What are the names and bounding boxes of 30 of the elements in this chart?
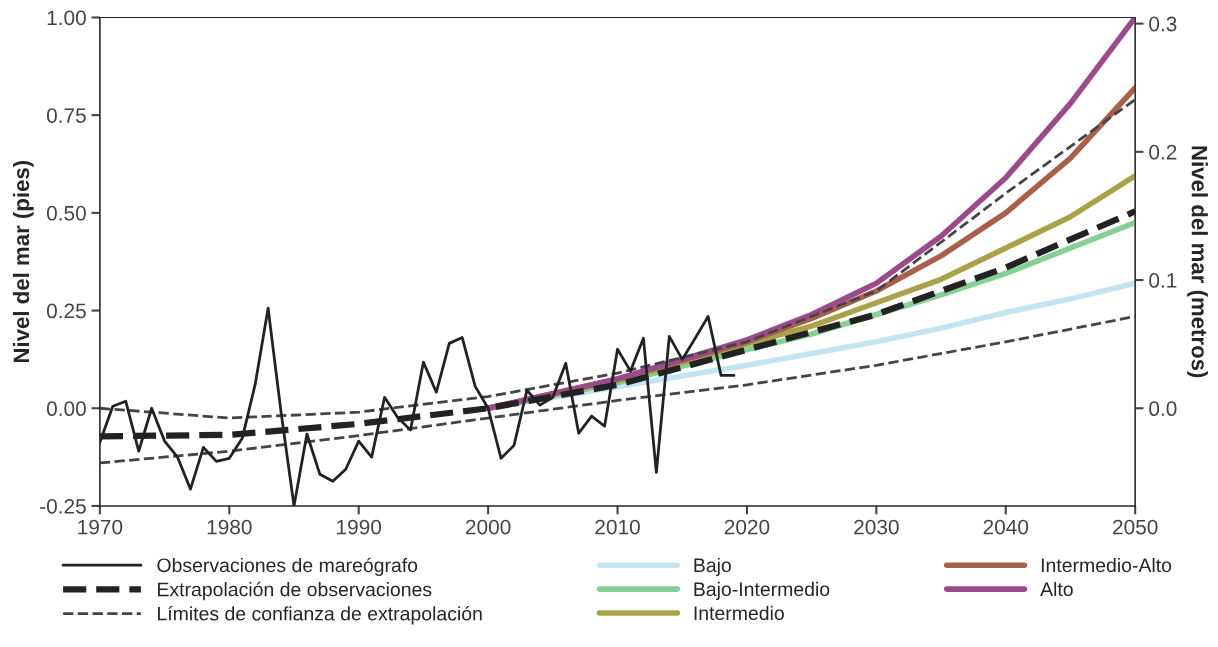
legend-label: Bajo-Intermedio [694, 581, 830, 600]
x-tick-label: 1980 [207, 519, 252, 535]
y-tick-label: 1.00 [47, 10, 86, 26]
y2-tick-label: 0.3 [1149, 16, 1177, 32]
legend-label: Alto [1040, 581, 1073, 597]
y-tick-label: 0.25 [46, 303, 86, 319]
legend-label: Observaciones de mareógrafo [157, 557, 418, 576]
x-tick-label: 2040 [983, 519, 1029, 535]
y-tick-label: -0.25 [40, 498, 86, 514]
legend-label: Intermedio-Alto [1041, 557, 1172, 573]
legend-label: Límites de confianza de extrapolación [158, 606, 482, 625]
line-series [99, 315, 1136, 465]
x-tick-label: 2050 [1113, 519, 1158, 535]
y2-tick-label: 0.2 [1149, 144, 1177, 160]
legend-label: Bajo [694, 557, 731, 576]
y-tick-label: 0.50 [46, 205, 86, 221]
legend-label: Intermedio [694, 605, 784, 621]
y-tick-label: 0.75 [46, 108, 86, 123]
x-tick-label: 2020 [724, 519, 770, 535]
x-tick-label: 2010 [595, 519, 640, 535]
x-tick-label: 2000 [465, 519, 511, 535]
legend-label: Extrapolación de observaciones [158, 581, 432, 601]
y-tick-label: 0.00 [46, 401, 86, 417]
x-tick-label: 1970 [78, 519, 123, 535]
x-tick-label: 1990 [337, 519, 382, 535]
y2-axis-title: Nivel del mar (metros) [1187, 146, 1208, 378]
y2-tick-label: 0.0 [1149, 401, 1177, 417]
y-axis-title: Nivel del mar (pies) [12, 160, 34, 363]
x-tick-label: 2030 [854, 519, 899, 535]
y2-tick-label: 0.1 [1149, 273, 1177, 288]
